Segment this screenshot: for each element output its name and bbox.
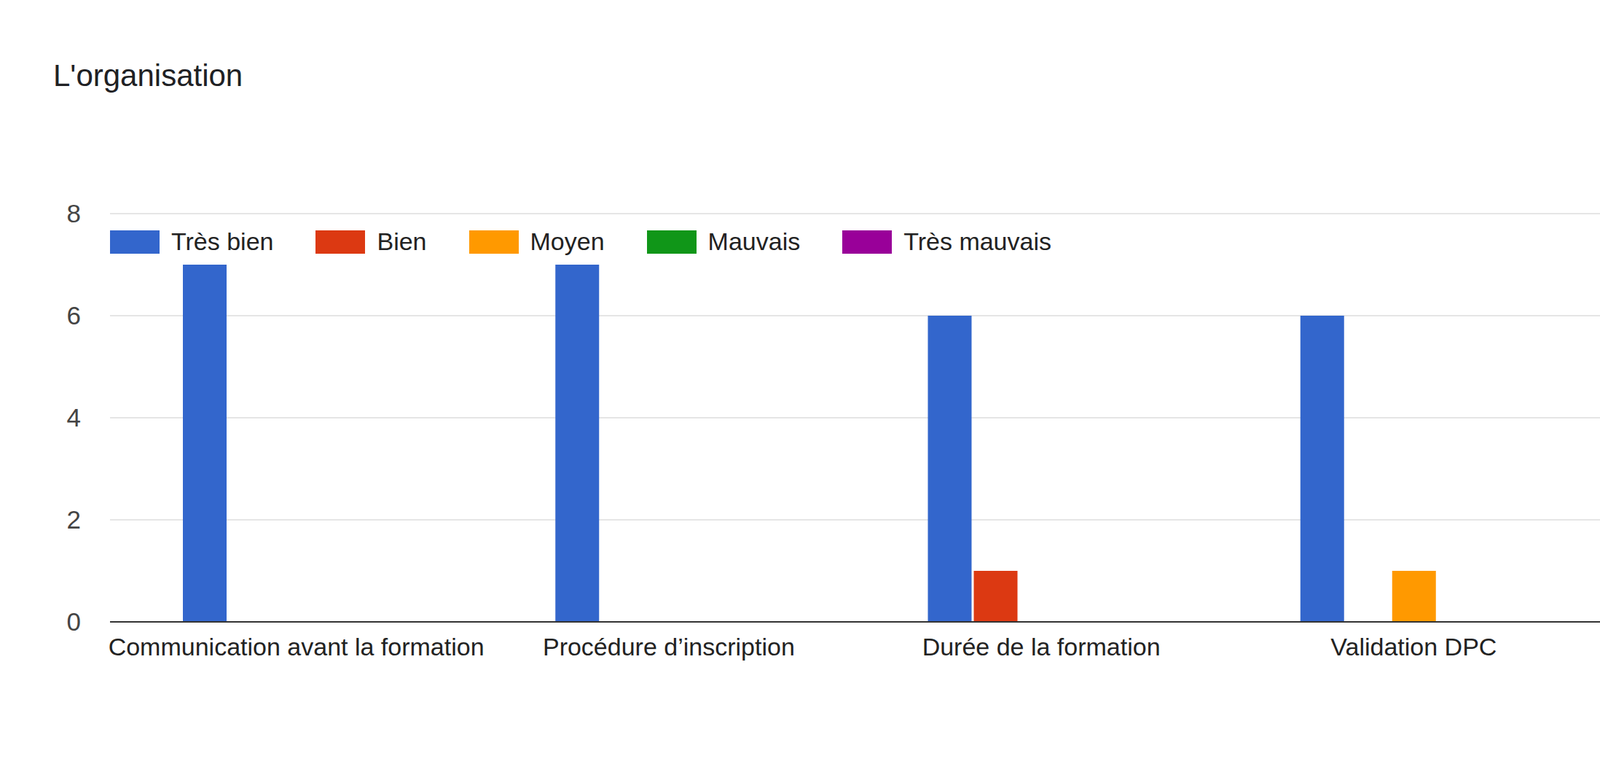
html-text:Mauvais: Mauvais <box>707 227 801 256</box>
svg-text:Validation DPC: Validation DPC <box>1330 632 1497 661</box>
svg-text:Durée de la formation: Durée de la formation <box>922 632 1161 661</box>
html-text:Très bien: Très bien <box>171 227 274 256</box>
svg-text:4: 4 <box>67 402 81 432</box>
svg-text:Communication avant la formati: Communication avant la formation <box>108 632 485 661</box>
svg-text:6: 6 <box>67 300 81 330</box>
svg-text:0: 0 <box>67 606 81 636</box>
html-text:L'organisation: L'organisation <box>53 58 243 93</box>
svg-text:8: 8 <box>67 198 81 228</box>
html-text:Bien: Bien <box>377 227 427 256</box>
html-text:Moyen: Moyen <box>530 227 605 256</box>
svg-text:2: 2 <box>67 504 81 534</box>
html-text:Très mauvais: Très mauvais <box>903 227 1052 256</box>
svg-text:Procédure d’inscription: Procédure d’inscription <box>542 632 795 661</box>
